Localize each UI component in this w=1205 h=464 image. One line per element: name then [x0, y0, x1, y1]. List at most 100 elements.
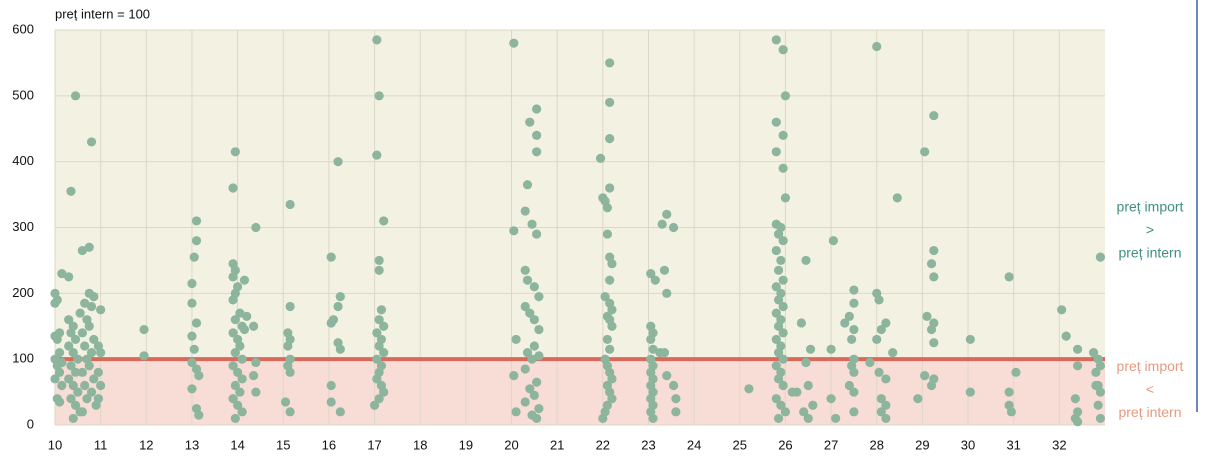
point: [75, 308, 85, 318]
point: [525, 384, 535, 394]
point: [239, 275, 250, 285]
point: [374, 255, 384, 266]
point: [605, 344, 615, 354]
y-tick-label: 200: [12, 285, 34, 300]
point: [607, 374, 617, 384]
point: [283, 341, 293, 351]
y-tick-label: 500: [12, 87, 34, 102]
point: [778, 45, 788, 55]
point: [233, 400, 243, 410]
x-tick-label: 11: [94, 437, 108, 452]
point: [64, 374, 74, 384]
point: [80, 380, 90, 391]
point: [522, 180, 533, 190]
y-tick-label: 0: [27, 416, 34, 431]
point: [372, 354, 382, 364]
x-tick-label: 29: [915, 437, 929, 452]
point: [773, 347, 784, 358]
point: [251, 357, 261, 368]
point: [602, 229, 612, 239]
point: [773, 295, 784, 305]
point: [96, 305, 106, 315]
point: [525, 308, 535, 318]
point: [607, 259, 617, 269]
point: [285, 301, 295, 312]
point: [801, 357, 811, 368]
point: [187, 331, 197, 341]
point: [230, 347, 240, 358]
point: [771, 334, 781, 345]
point: [771, 245, 781, 256]
point: [532, 413, 542, 424]
annotation: preț import: [1117, 358, 1184, 374]
x-tick-label: 14: [230, 437, 244, 452]
point: [237, 374, 247, 384]
point: [50, 298, 60, 308]
point: [607, 305, 617, 315]
point: [778, 354, 788, 364]
point: [509, 371, 519, 381]
point: [54, 397, 65, 407]
point: [379, 216, 389, 226]
point: [605, 97, 615, 108]
point: [527, 354, 537, 364]
y-tick-label: 100: [12, 351, 34, 366]
point: [534, 351, 544, 361]
point: [194, 371, 204, 381]
point: [532, 104, 542, 114]
point: [881, 400, 891, 410]
point: [803, 380, 813, 391]
point: [844, 380, 854, 391]
point: [89, 292, 99, 302]
point: [1088, 347, 1099, 358]
point: [605, 183, 615, 193]
point: [335, 344, 345, 354]
point: [965, 387, 975, 397]
reference-label: preț intern = 100: [55, 6, 150, 21]
point: [374, 265, 384, 275]
point: [849, 324, 859, 335]
point: [230, 147, 240, 157]
point: [657, 219, 667, 229]
point: [778, 275, 788, 285]
point: [280, 397, 291, 407]
point: [77, 407, 87, 417]
point: [826, 344, 836, 354]
point: [773, 321, 784, 331]
point: [66, 394, 76, 404]
point: [805, 344, 816, 354]
point: [522, 347, 533, 358]
point: [929, 272, 939, 282]
point: [248, 371, 259, 381]
region-below: [55, 359, 1105, 425]
point: [54, 367, 65, 377]
point: [82, 394, 92, 404]
point: [228, 295, 238, 305]
point: [662, 288, 672, 298]
point: [50, 374, 60, 384]
point: [1057, 305, 1067, 315]
point: [233, 367, 243, 377]
x-tick-label: 22: [596, 437, 610, 452]
point: [650, 275, 660, 285]
x-tick-label: 17: [367, 437, 381, 452]
point: [803, 413, 813, 424]
point: [96, 380, 106, 391]
point: [66, 186, 76, 196]
point: [926, 380, 937, 391]
point: [372, 150, 382, 160]
point: [335, 407, 345, 417]
point: [70, 334, 81, 345]
point: [1070, 394, 1080, 404]
point: [671, 407, 681, 417]
point: [80, 341, 90, 351]
point: [139, 351, 149, 361]
point: [888, 347, 898, 358]
point: [1091, 367, 1101, 377]
point: [778, 328, 788, 338]
point: [668, 222, 679, 233]
point: [139, 324, 149, 335]
point: [1095, 252, 1106, 262]
point: [929, 245, 939, 256]
point: [532, 377, 542, 387]
